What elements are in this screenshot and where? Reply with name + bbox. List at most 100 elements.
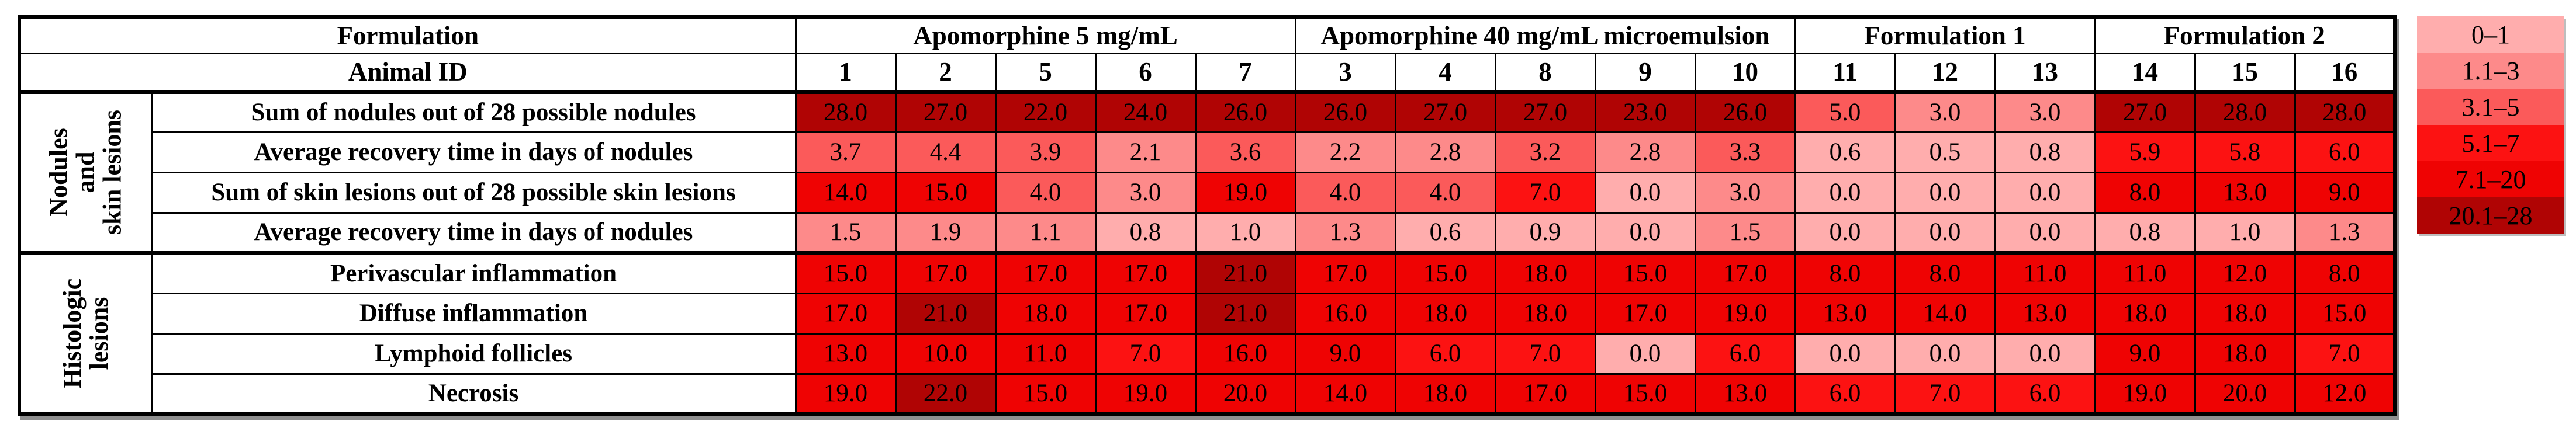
heat-cell: 10.0: [894, 332, 997, 375]
heat-cell: 22.0: [894, 373, 997, 415]
heat-cell: 27.0: [894, 89, 997, 133]
heat-cell: 0.6: [1394, 211, 1496, 254]
heat-cell: 3.2: [1494, 131, 1596, 173]
heat-cell: 20.0: [2194, 373, 2296, 415]
heat-cell: 15.0: [1594, 250, 1696, 294]
heat-cell: 15.0: [794, 250, 897, 294]
heat-cell: 26.0: [1194, 89, 1296, 133]
heat-cell: 19.0: [2094, 373, 2196, 415]
table-row: Average recovery time in days of nodules…: [19, 211, 2396, 254]
heat-cell: 1.5: [1694, 211, 1796, 254]
heat-cell: 4.4: [894, 131, 997, 173]
heat-cell: 0.0: [1894, 211, 1996, 254]
heat-cell: 0.0: [1894, 332, 1996, 375]
animal-id-cell: 14: [2094, 52, 2196, 93]
heat-cell: 24.0: [1094, 89, 1197, 133]
heatmap-table: Formulation Apomorphine 5 mg/mL Apomorphin…: [18, 15, 2397, 416]
heat-cell: 1.0: [2194, 211, 2296, 254]
color-scale-legend: 0–1 1.1–3 3.1–5 5.1–7 7.1–20 20.1–28: [2417, 16, 2564, 234]
heat-cell: 17.0: [1694, 250, 1796, 294]
animal-id-cell: 12: [1894, 52, 1996, 93]
heat-cell: 9.0: [2094, 332, 2196, 375]
heat-cell: 2.1: [1094, 131, 1197, 173]
heat-cell: 12.0: [2294, 373, 2396, 415]
heat-cell: 0.0: [1794, 211, 1896, 254]
heat-cell: 2.8: [1594, 131, 1696, 173]
heat-cell: 28.0: [794, 89, 897, 133]
heat-cell: 18.0: [1394, 292, 1496, 335]
heat-cell: 8.0: [1794, 250, 1896, 294]
heat-cell: 15.0: [894, 171, 997, 214]
heat-cell: 3.6: [1194, 131, 1296, 173]
row-label: Necrosis: [150, 373, 797, 415]
heat-cell: 7.0: [1894, 373, 1996, 415]
heat-cell: 17.0: [1294, 250, 1396, 294]
row-label: Perivascular inflammation: [150, 250, 797, 294]
animal-id-cell: 4: [1394, 52, 1496, 93]
legend-band: 0–1: [2417, 16, 2564, 53]
heat-cell: 19.0: [1094, 373, 1197, 415]
heat-cell: 13.0: [2194, 171, 2296, 214]
heat-cell: 16.0: [1194, 332, 1296, 375]
heat-cell: 8.0: [2294, 250, 2396, 294]
heat-cell: 7.0: [1494, 171, 1596, 214]
heat-cell: 18.0: [1494, 292, 1596, 335]
row-group-label-cell: Nodules and skin lesions: [18, 89, 153, 254]
heat-cell: 17.0: [1494, 373, 1596, 415]
legend-band-label: 5.1–7: [2461, 128, 2520, 158]
legend-band: 20.1–28: [2417, 197, 2564, 234]
heat-cell: 15.0: [994, 373, 1097, 415]
heat-cell: 13.0: [794, 332, 897, 375]
heat-cell: 11.0: [994, 332, 1097, 375]
heat-cell: 13.0: [1994, 292, 2096, 335]
animal-id-cell: 13: [1994, 52, 2096, 93]
legend-band-label: 0–1: [2471, 20, 2510, 49]
heat-cell: 13.0: [1694, 373, 1796, 415]
header-row-formulation: Formulation Apomorphine 5 mg/mL Apomorphin…: [18, 16, 2396, 54]
heat-cell: 18.0: [1394, 373, 1496, 415]
heat-cell: 5.8: [2194, 131, 2296, 173]
table-row: Diffuse inflammation 17.0 21.0 18.0 17.0 21.0…: [19, 292, 2396, 335]
heat-cell: 12.0: [2194, 250, 2296, 294]
heat-cell: 18.0: [2094, 292, 2196, 335]
heat-cell: 7.0: [2294, 332, 2396, 375]
heat-cell: 14.0: [1294, 373, 1396, 415]
heat-cell: 3.9: [994, 131, 1097, 173]
treatment-group-header: Formulation 1: [1794, 16, 2096, 54]
heat-cell: 1.1: [994, 211, 1097, 254]
row-group-label-cell: Histologic lesions: [18, 250, 153, 415]
legend-band: 1.1–3: [2417, 53, 2564, 89]
heat-cell: 17.0: [1094, 250, 1197, 294]
heat-cell: 21.0: [1194, 292, 1296, 335]
heat-cell: 0.8: [1094, 211, 1197, 254]
heat-cell: 17.0: [894, 250, 997, 294]
heat-cell: 0.9: [1494, 211, 1596, 254]
heat-cell: 6.0: [2294, 131, 2396, 173]
heat-cell: 15.0: [1394, 250, 1496, 294]
heat-cell: 2.2: [1294, 131, 1396, 173]
animal-id-cell: 9: [1594, 52, 1696, 93]
row-label: Sum of skin lesions out of 28 possible s…: [150, 171, 797, 214]
heat-cell: 22.0: [994, 89, 1097, 133]
heat-cell: 6.0: [1794, 373, 1896, 415]
heat-cell: 6.0: [1994, 373, 2096, 415]
heat-cell: 6.0: [1394, 332, 1496, 375]
heat-cell: 3.0: [1994, 89, 2096, 133]
heat-cell: 1.5: [794, 211, 897, 254]
row-label: Lymphoid follicles: [150, 332, 797, 375]
heat-cell: 23.0: [1594, 89, 1696, 133]
heat-cell: 3.7: [794, 131, 897, 173]
heat-cell: 0.0: [1994, 332, 2096, 375]
heat-cell: 20.0: [1194, 373, 1296, 415]
table-row: Nodules and skin lesions Sum of nodules o…: [18, 89, 2396, 254]
heat-cell: 0.0: [1594, 171, 1696, 214]
table-row: Histologic lesions Perivascular inflammat…: [18, 250, 2396, 415]
heat-cell: 14.0: [1894, 292, 1996, 335]
legend-band-label: 20.1–28: [2449, 201, 2533, 230]
treatment-group-header: Formulation 2: [2094, 16, 2396, 54]
heat-cell: 7.0: [1094, 332, 1197, 375]
heat-cell: 4.0: [1294, 171, 1396, 214]
legend-band: 7.1–20: [2417, 161, 2564, 197]
heat-cell: 0.0: [1594, 211, 1696, 254]
